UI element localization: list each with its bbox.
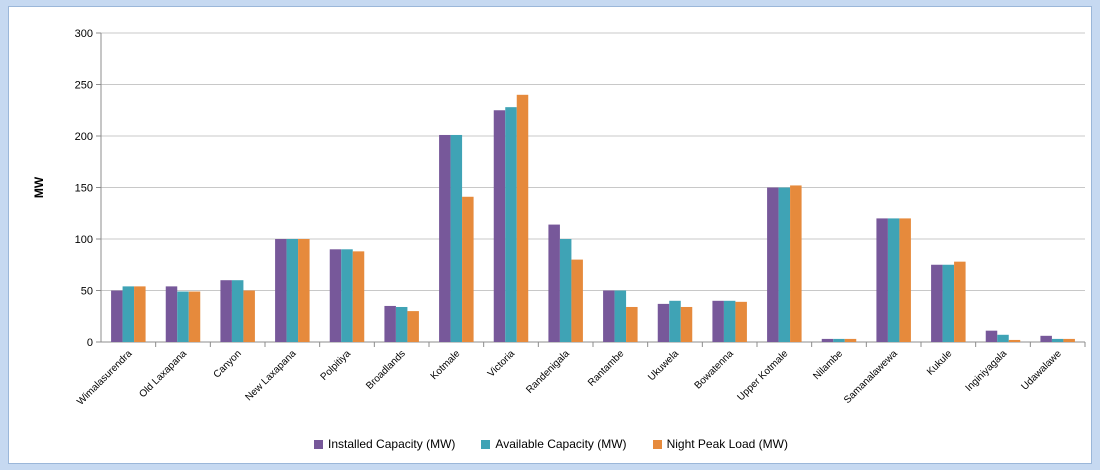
bar xyxy=(571,259,583,342)
bar xyxy=(329,249,342,342)
bar-chart: 0 50 100 150 200 250 300 Wimalasurendra Old Lax… xyxy=(32,28,1086,408)
bar xyxy=(122,286,135,342)
bar xyxy=(220,280,232,342)
bar xyxy=(985,330,998,342)
bar xyxy=(844,338,857,342)
bar xyxy=(669,300,681,342)
bar xyxy=(942,264,955,342)
bar xyxy=(243,290,255,342)
legend-swatch xyxy=(481,439,491,449)
bar xyxy=(954,261,966,342)
bar xyxy=(876,218,888,342)
legend-item: Night Peak Load (MW) xyxy=(652,437,788,451)
x-tick-label: Samanalawewa xyxy=(842,348,900,406)
x-tick-label: Kotmale xyxy=(429,348,463,382)
bar xyxy=(548,224,560,342)
x-tick-label: Bowatenna xyxy=(693,348,736,391)
bar xyxy=(723,300,736,342)
x-tick-label: Polpitiya xyxy=(319,348,354,383)
bar xyxy=(231,280,244,342)
y-axis-title: MW xyxy=(32,176,46,198)
bar xyxy=(505,107,517,342)
gridlines xyxy=(96,32,1086,347)
y-tick-label: 150 xyxy=(75,183,93,195)
bar xyxy=(778,187,791,342)
bars xyxy=(111,94,1075,342)
bar xyxy=(462,196,474,342)
bar xyxy=(899,218,911,342)
legend-label: Night Peak Load (MW) xyxy=(666,437,788,451)
legend-swatch xyxy=(314,439,324,449)
bar xyxy=(298,239,310,342)
x-tick-label: Canyon xyxy=(212,348,244,380)
chart-frame: 0 50 100 150 200 250 300 Wimalasurendra Old Lax… xyxy=(8,6,1092,464)
bar xyxy=(286,239,299,342)
bar xyxy=(395,306,408,342)
bar xyxy=(188,291,201,342)
bar xyxy=(341,249,353,342)
bar xyxy=(657,303,670,342)
legend: Installed Capacity (MW) Available Capacit… xyxy=(9,437,1093,451)
y-tick-label: 200 xyxy=(75,131,93,143)
x-tick-label: Rantambe xyxy=(586,348,627,389)
y-tick-label: 100 xyxy=(75,234,93,246)
bar xyxy=(493,110,506,342)
x-tick-label: Victoria xyxy=(486,348,518,380)
x-tick-label: Old Laxapana xyxy=(137,348,189,400)
bar xyxy=(407,311,419,342)
y-tick-label: 0 xyxy=(87,337,93,349)
bar xyxy=(275,239,287,342)
bar xyxy=(767,187,779,342)
y-tick-label: 300 xyxy=(75,28,93,40)
legend-item: Available Capacity (MW) xyxy=(481,437,627,451)
bar xyxy=(516,94,529,342)
bar xyxy=(384,305,396,342)
x-tick-label: Udawalawe xyxy=(1019,348,1064,393)
x-tick-label: Broadlands xyxy=(364,348,408,392)
x-tick-labels: Wimalasurendra Old Laxapana Canyon New Laxa… xyxy=(75,348,1064,408)
legend-label: Installed Capacity (MW) xyxy=(328,437,456,451)
x-tick-label: Ukuwela xyxy=(646,348,681,383)
bar xyxy=(614,290,627,342)
x-tick-label: Wimalasurendra xyxy=(75,348,135,408)
bar xyxy=(1008,339,1021,342)
bar xyxy=(735,301,747,342)
bar xyxy=(790,185,802,342)
bar xyxy=(603,290,615,342)
bar xyxy=(712,300,724,342)
bar xyxy=(1040,335,1052,342)
bar xyxy=(833,338,845,342)
y-tick-labels: 0 50 100 150 200 250 300 xyxy=(75,28,93,349)
y-tick-label: 250 xyxy=(75,80,93,92)
x-tick-label: Upper Kotmale xyxy=(736,348,791,403)
bar xyxy=(997,334,1009,342)
legend-swatch xyxy=(652,439,662,449)
x-tick-label: Randenigala xyxy=(524,348,572,396)
x-tick-label: New Laxapana xyxy=(243,348,298,403)
bar xyxy=(1051,338,1064,342)
bar xyxy=(559,239,572,342)
bar xyxy=(887,218,900,342)
bar xyxy=(111,290,123,342)
x-tick-label: Kukule xyxy=(925,348,955,378)
bar xyxy=(450,134,463,342)
bar xyxy=(821,338,834,342)
bar xyxy=(165,286,178,342)
bar xyxy=(439,134,451,342)
x-tick-label: Inginiyagala xyxy=(964,348,1010,394)
bar xyxy=(931,264,943,342)
bar xyxy=(626,306,638,342)
bar xyxy=(680,306,693,342)
bar xyxy=(177,291,189,342)
bar xyxy=(134,286,146,342)
legend-item: Installed Capacity (MW) xyxy=(314,437,455,451)
x-tick-label: Nilambe xyxy=(811,348,845,382)
legend-label: Available Capacity (MW) xyxy=(495,437,627,451)
y-tick-label: 50 xyxy=(81,286,93,298)
bar xyxy=(1063,338,1075,342)
bar xyxy=(352,251,365,342)
